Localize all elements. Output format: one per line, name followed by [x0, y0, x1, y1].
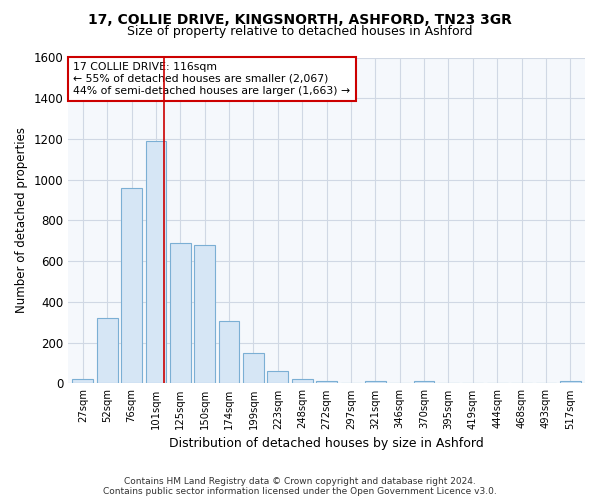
Bar [170, 243, 191, 384]
Text: 17 COLLIE DRIVE: 116sqm
← 55% of detached houses are smaller (2,067)
44% of semi: 17 COLLIE DRIVE: 116sqm ← 55% of detache… [73, 62, 350, 96]
Text: Contains HM Land Registry data © Crown copyright and database right 2024.
Contai: Contains HM Land Registry data © Crown c… [103, 476, 497, 496]
Bar [146, 141, 166, 384]
X-axis label: Distribution of detached houses by size in Ashford: Distribution of detached houses by size … [169, 437, 484, 450]
Bar [219, 322, 239, 384]
Bar [194, 245, 215, 384]
Bar [560, 382, 581, 384]
Bar [292, 380, 313, 384]
Bar [73, 380, 93, 384]
Text: 17, COLLIE DRIVE, KINGSNORTH, ASHFORD, TN23 3GR: 17, COLLIE DRIVE, KINGSNORTH, ASHFORD, T… [88, 12, 512, 26]
Y-axis label: Number of detached properties: Number of detached properties [15, 128, 28, 314]
Bar [268, 371, 288, 384]
Bar [243, 353, 264, 384]
Bar [414, 382, 434, 384]
Bar [121, 188, 142, 384]
Bar [316, 382, 337, 384]
Text: Size of property relative to detached houses in Ashford: Size of property relative to detached ho… [127, 25, 473, 38]
Bar [365, 382, 386, 384]
Bar [97, 318, 118, 384]
